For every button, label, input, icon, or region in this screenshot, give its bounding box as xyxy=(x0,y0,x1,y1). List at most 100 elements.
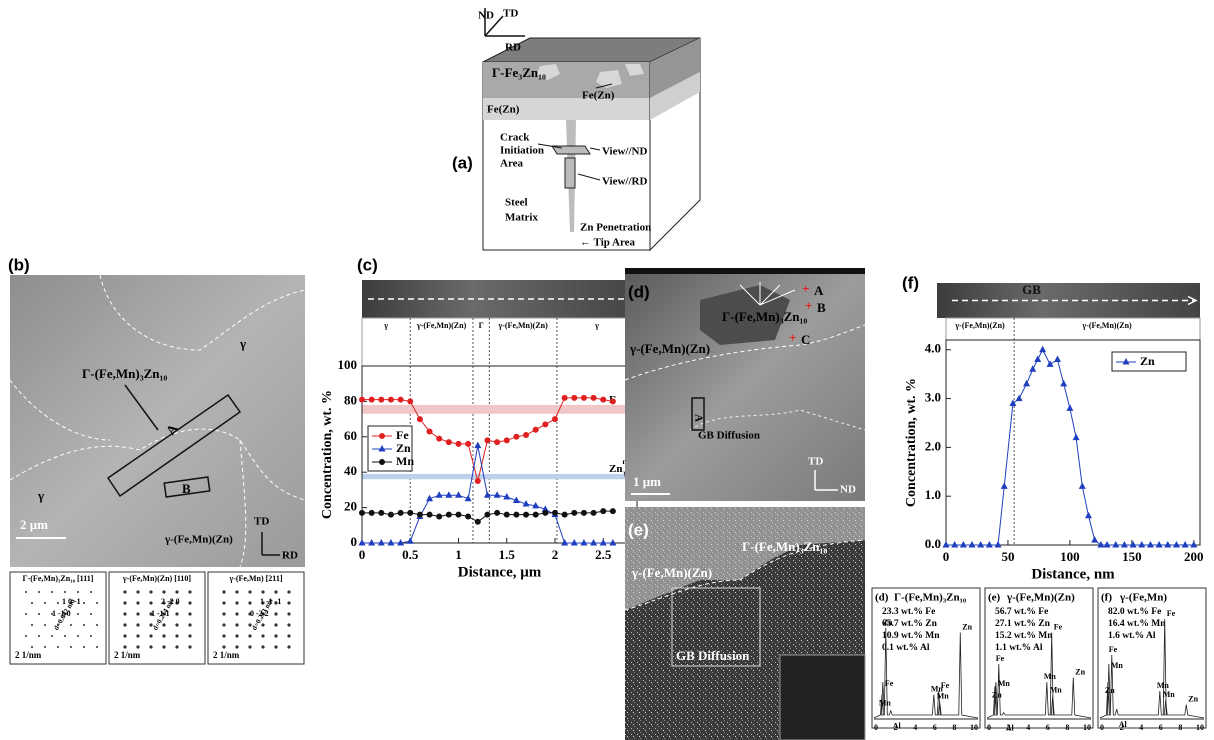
point xyxy=(960,541,967,548)
spot xyxy=(261,634,264,637)
crack-label: Crack xyxy=(500,132,530,144)
peak-label: Mn xyxy=(998,679,1011,688)
y-tick-label: 100 xyxy=(338,357,358,372)
eds-composition: 27.1 wt.% Zn xyxy=(995,619,1051,629)
eds-tick-label: 8 xyxy=(1065,723,1069,732)
legend-label: Fe xyxy=(396,428,409,442)
phase-label: γ xyxy=(594,321,599,330)
point xyxy=(494,510,500,516)
phase-label: Γ-(Fe,Mn)₃Zn₁₀ xyxy=(722,309,807,324)
point xyxy=(368,539,375,546)
point xyxy=(465,441,471,447)
spot xyxy=(287,634,290,637)
spot xyxy=(162,623,165,626)
peak-label: Mn xyxy=(1157,681,1170,690)
band xyxy=(362,405,637,414)
point xyxy=(1173,541,1180,548)
legend-marker xyxy=(379,459,385,465)
spot xyxy=(287,645,290,648)
spot xyxy=(64,635,66,637)
scale-bar: 1 μm xyxy=(633,474,661,489)
point xyxy=(378,510,384,516)
point xyxy=(475,519,481,525)
peak-label: Mn xyxy=(937,692,950,701)
eds-phase: Γ-(Fe,Mn)₃Zn₁₀ xyxy=(894,592,967,604)
spot xyxy=(57,602,59,604)
peak-label: Fe xyxy=(1054,622,1063,631)
point xyxy=(474,442,481,449)
spot xyxy=(149,645,152,648)
spot xyxy=(149,601,152,604)
strip-label: GB xyxy=(1022,282,1041,297)
spot xyxy=(77,635,79,637)
spot xyxy=(175,590,178,593)
phase-label: GB Diffusion xyxy=(698,430,760,442)
point xyxy=(552,416,558,422)
point xyxy=(388,512,394,518)
spot xyxy=(90,591,92,593)
spot xyxy=(25,635,27,637)
diagram-a: ND TD RD Γ-Fe₃Zn₁₀ Fe(Zn) Fe(Zn) Crack I… xyxy=(452,8,700,250)
spot xyxy=(188,645,191,648)
point xyxy=(1190,541,1197,548)
point xyxy=(969,541,976,548)
spot xyxy=(188,590,191,593)
spot xyxy=(188,634,191,637)
y-tick-label: 40 xyxy=(344,463,357,478)
point xyxy=(436,491,443,498)
spot xyxy=(123,612,126,615)
eds-composition: 82.0 wt.% Fe xyxy=(1108,607,1161,617)
point xyxy=(1047,360,1054,367)
layer-label: Fe(Zn) xyxy=(487,104,520,116)
spot xyxy=(136,612,139,615)
point xyxy=(1079,482,1086,489)
point xyxy=(610,398,616,404)
x-tick-label: 2 xyxy=(552,547,559,562)
x-axis-title: Distance, nm xyxy=(1031,566,1115,582)
point xyxy=(951,541,958,548)
spot xyxy=(83,646,85,648)
spot xyxy=(162,590,165,593)
point xyxy=(427,428,433,434)
point xyxy=(1164,541,1171,548)
panel-label: (a) xyxy=(452,153,473,172)
point xyxy=(609,539,616,546)
region-label: B xyxy=(182,481,191,496)
point xyxy=(591,510,597,516)
point xyxy=(600,539,607,546)
image-e: (e) Γ-(Fe,Mn)₃Zn₁₀ γ-(Fe,Mn)(Zn) GB Diff… xyxy=(625,507,865,740)
point xyxy=(600,397,606,403)
point xyxy=(1034,356,1041,363)
eds-tick-label: 10 xyxy=(970,723,978,732)
peak-label: Zn xyxy=(883,618,893,627)
spot xyxy=(96,602,98,604)
point xyxy=(943,541,950,548)
y-tick-label: 60 xyxy=(344,428,357,443)
point xyxy=(455,512,461,518)
matrix-label: Matrix xyxy=(505,212,538,224)
legend-label: Zn xyxy=(1140,354,1155,368)
point xyxy=(1138,541,1145,548)
matrix-label: Steel xyxy=(505,197,528,209)
point xyxy=(562,512,568,518)
point xyxy=(445,491,452,498)
phase-label: GB Diffusion xyxy=(676,648,750,663)
eds-composition: 16.4 wt.% Mn xyxy=(1108,619,1166,629)
phase-label: Γ-(Fe,Mn)₃Zn₁₀ xyxy=(82,366,167,381)
point xyxy=(455,491,462,498)
point xyxy=(600,508,606,514)
y-tick-label: 3.0 xyxy=(925,390,941,405)
spot xyxy=(274,623,277,626)
point xyxy=(417,416,423,422)
eds-tick-label: 0 xyxy=(987,723,991,732)
spot xyxy=(136,601,139,604)
axis-label: TD xyxy=(808,456,823,468)
point xyxy=(484,512,490,518)
point xyxy=(484,437,490,443)
point xyxy=(494,439,500,445)
spot xyxy=(44,624,46,626)
scale-bar: 2 μm xyxy=(20,517,48,532)
axis-label: TD xyxy=(503,8,518,20)
view-label: View//RD xyxy=(602,176,647,188)
spot xyxy=(123,634,126,637)
